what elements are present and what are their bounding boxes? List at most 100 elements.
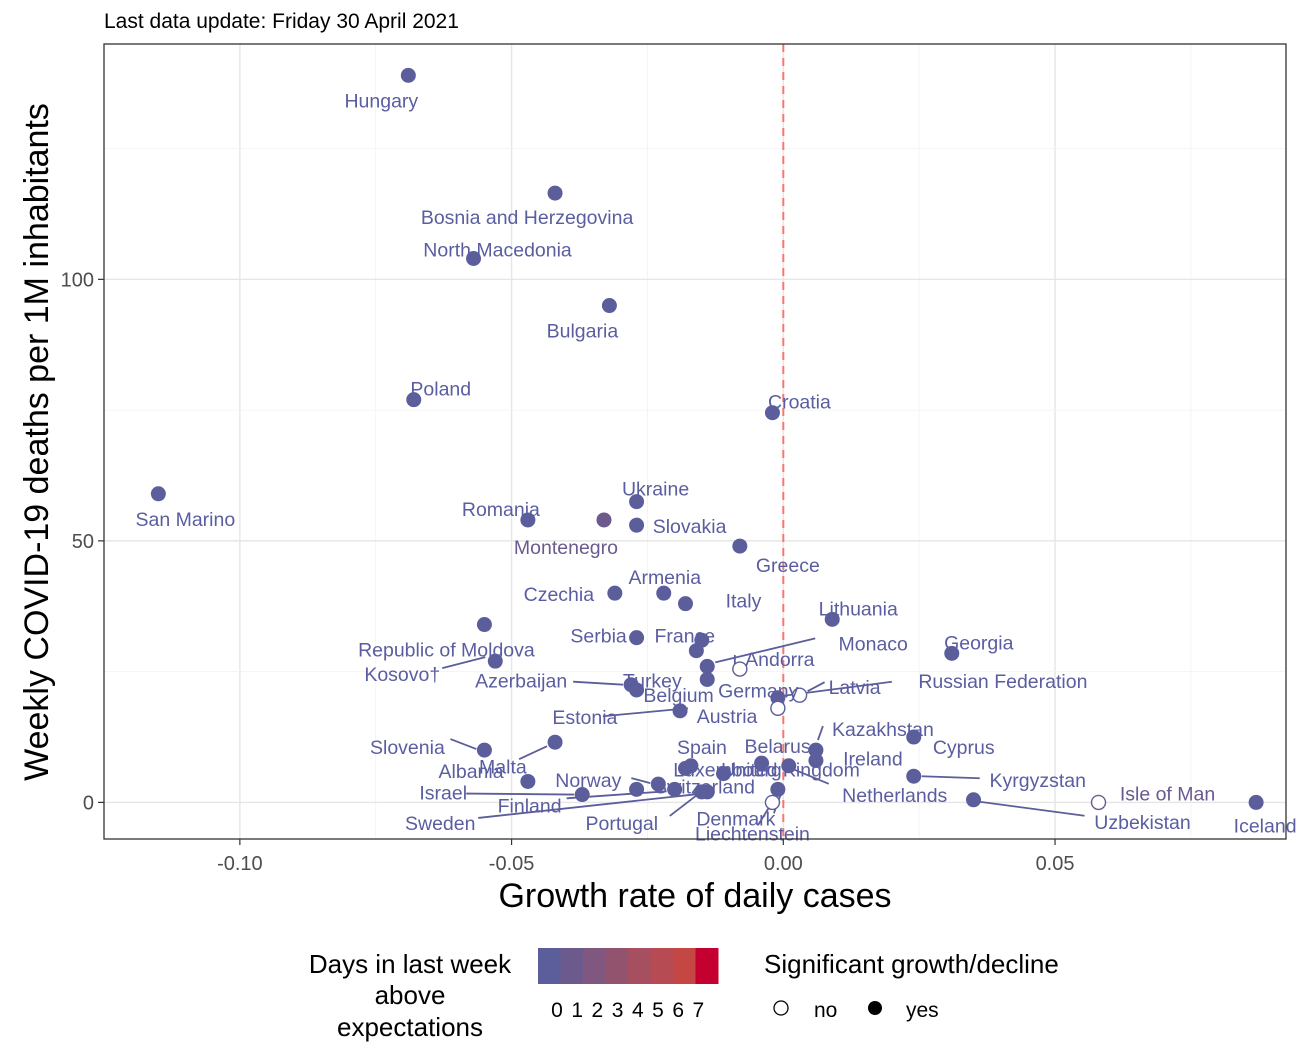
- label-slovakia: Slovakia: [653, 516, 727, 538]
- leader-line-norway: [631, 777, 651, 784]
- point-netherlands: [781, 758, 797, 774]
- legend-level-label: 2: [592, 999, 604, 1022]
- point-norway: [650, 776, 666, 792]
- label-sweden: Sweden: [405, 813, 475, 835]
- label-monaco: Monaco: [839, 633, 909, 655]
- legend-swatch: [605, 948, 629, 984]
- label-georgia: Georgia: [944, 632, 1014, 654]
- label-isle-of-man: Isle of Man: [1120, 783, 1215, 805]
- point-albania: [547, 734, 563, 750]
- label-poland: Poland: [410, 379, 471, 401]
- point-slovakia: [629, 517, 645, 533]
- point-serbia: [629, 630, 645, 646]
- point-greece: [732, 538, 748, 554]
- legend-swatch: [650, 948, 674, 984]
- label-italy: Italy: [726, 591, 762, 613]
- point-ireland: [808, 753, 824, 769]
- label-uzbekistan: Uzbekistan: [1094, 812, 1190, 834]
- leader-line-israel: [466, 792, 575, 796]
- label-spain: Spain: [677, 737, 727, 759]
- point-belgium: [629, 682, 645, 698]
- point-denmark: [770, 781, 786, 797]
- label-russian-federation: Russian Federation: [918, 671, 1087, 693]
- label-croatia: Croatia: [768, 392, 831, 414]
- label-belarus: Belarus: [745, 736, 811, 758]
- point-italy: [677, 596, 693, 612]
- point-poland: [406, 392, 422, 408]
- legend-level-label: 5: [652, 999, 664, 1022]
- point-austria: [672, 703, 688, 719]
- x-tick-label: -0.05: [489, 853, 535, 875]
- point-liechtenstein: [764, 794, 781, 811]
- label-latvia: Latvia: [829, 677, 881, 699]
- label-france: France: [654, 625, 715, 647]
- legend-level-label: 7: [693, 999, 705, 1022]
- leader-line-slovenia: [450, 738, 477, 750]
- legend-level-label: 4: [632, 999, 644, 1022]
- label-armenia: Armenia: [628, 567, 701, 589]
- point-united-kingdom: [716, 766, 732, 782]
- point-slovenia: [476, 742, 492, 758]
- leader-line-kyrgyzstan: [921, 775, 980, 780]
- label-liechtenstein: Liechtenstein: [695, 823, 810, 845]
- label-malta: Malta: [479, 756, 527, 778]
- legend-swatch: [628, 948, 651, 984]
- legend-open-circle-marker: [773, 1000, 789, 1016]
- leader-line-albania: [518, 745, 548, 761]
- point-estonia: [770, 700, 786, 716]
- label-andorra: Andorra: [745, 649, 815, 671]
- label-north-macedonia: North Macedonia: [423, 239, 572, 261]
- plot-panel: [104, 44, 1286, 839]
- label-united-kingdom: United Kingdom: [721, 760, 860, 782]
- point-spain: [683, 758, 699, 774]
- label-hungary: Hungary: [344, 90, 418, 112]
- point-malta: [520, 773, 536, 789]
- point-armenia: [656, 585, 672, 601]
- label-belgium: Belgium: [643, 685, 713, 707]
- legend-swatch: [695, 948, 719, 984]
- y-tick-label: 50: [72, 531, 94, 553]
- point-czechia: [607, 585, 623, 601]
- point-uzbekistan: [966, 792, 982, 808]
- label-republic-of-moldova: Republic of Moldova: [358, 640, 535, 662]
- label-ireland: Ireland: [843, 749, 903, 771]
- label-kazakhstan: Kazakhstan: [832, 719, 934, 741]
- point-israel: [574, 787, 590, 803]
- point-labels: Hungary Bosnia and Herzegovina North Maced…: [135, 90, 1296, 845]
- point-romania: [520, 512, 536, 528]
- point-lithuania: [824, 611, 840, 627]
- label-turkey: Turkey: [623, 671, 682, 693]
- label-denmark: Denmark: [696, 808, 775, 830]
- y-axis-title: Weekly COVID-19 deaths per 1M inhabitant…: [18, 103, 56, 781]
- x-axis-title: Growth rate of daily cases: [498, 877, 891, 915]
- point-north-macedonia: [466, 250, 482, 266]
- point-monaco: [699, 658, 715, 674]
- label-switzerland: Switzerland: [654, 776, 755, 798]
- y-tick-label: 100: [61, 269, 94, 291]
- legend-level-label: 3: [612, 999, 624, 1022]
- legend-filled-circle-marker: [868, 1001, 882, 1015]
- leader-line-monaco: [715, 637, 816, 664]
- label-serbia: Serbia: [570, 626, 627, 648]
- point-finland: [667, 781, 683, 797]
- label-netherlands: Netherlands: [842, 785, 947, 807]
- point-iceland: [1248, 794, 1264, 810]
- point-germany: [699, 671, 715, 687]
- legend-level-label: 1: [571, 999, 583, 1022]
- label-bosnia-and-herzegovina: Bosnia and Herzegovina: [421, 207, 634, 229]
- label-slovenia: Slovenia: [370, 737, 445, 759]
- label-estonia: Estonia: [552, 707, 617, 729]
- point-switzerland: [629, 781, 645, 797]
- label-austria: Austria: [697, 706, 758, 728]
- x-axis-ticks: -0.10 -0.05 0.00 0.05: [217, 839, 1075, 875]
- leader-line-kazakhstan: [817, 725, 824, 741]
- point-hungary: [400, 67, 416, 83]
- label-san-marino: San Marino: [135, 509, 235, 531]
- legend-color-title-line-2: above: [375, 980, 446, 1010]
- legend-level-label: 6: [672, 999, 684, 1022]
- y-axis-ticks: 0 50 100: [61, 269, 104, 814]
- label-romania: Romania: [462, 499, 540, 521]
